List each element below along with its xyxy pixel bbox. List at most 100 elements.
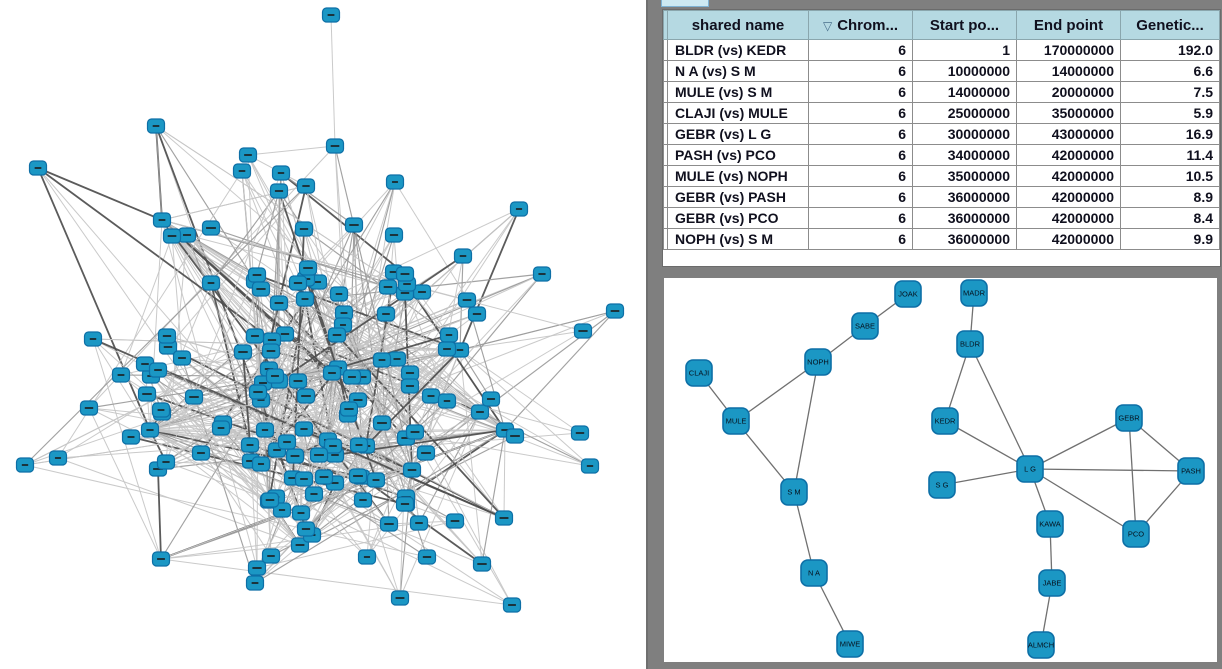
table-cell[interactable]: BLDR (vs) KEDR [667,39,809,61]
network-node[interactable] [402,462,422,478]
network-node[interactable] [83,331,103,347]
network-node[interactable] [247,560,267,576]
table-cell[interactable]: 6 [808,123,913,145]
table-cell[interactable]: 42000000 [1016,228,1121,250]
table-cell[interactable]: 36000000 [912,207,1017,229]
network-node[interactable] [48,450,68,466]
main-network-canvas[interactable] [0,0,646,669]
panel-tab[interactable] [661,0,709,7]
network-node[interactable] [412,284,432,300]
node-PASH[interactable]: PASH [1177,457,1205,485]
table-cell[interactable]: 6 [808,228,913,250]
network-node[interactable] [111,367,131,383]
network-node[interactable] [294,471,314,487]
network-node[interactable] [251,281,271,297]
node-KEDR[interactable]: KEDR [931,407,959,435]
node-CLAJI[interactable]: CLAJI [685,359,713,387]
network-node[interactable] [481,391,501,407]
network-node[interactable] [357,549,377,565]
table-cell[interactable]: 10.5 [1120,165,1220,187]
table-cell[interactable]: 10000000 [912,60,1017,82]
network-node[interactable] [285,448,305,464]
network-node[interactable] [494,510,514,526]
network-node[interactable] [323,438,343,454]
network-node[interactable] [467,306,487,322]
network-node[interactable] [152,212,172,228]
network-node[interactable] [247,267,267,283]
table-cell[interactable]: 43000000 [1016,123,1121,145]
table-cell[interactable]: GEBR (vs) L G [667,123,809,145]
node-NOPH[interactable]: NOPH [804,348,832,376]
table-cell[interactable]: 14000000 [912,81,1017,103]
network-node[interactable] [470,404,490,420]
table-cell[interactable]: 42000000 [1016,207,1121,229]
network-node[interactable] [296,521,316,537]
node-SABE[interactable]: SABE [851,312,879,340]
network-node[interactable] [453,248,473,264]
network-node[interactable] [296,178,316,194]
node-GEBR[interactable]: GEBR [1115,404,1143,432]
network-node[interactable] [79,400,99,416]
table-cell[interactable]: 192.0 [1120,39,1220,61]
table-cell[interactable]: 9.9 [1120,228,1220,250]
network-node[interactable] [437,341,457,357]
table-row[interactable]: GEBR (vs) PCO 6 36000000 42000000 8.4 [663,207,1220,229]
network-node[interactable] [151,402,171,418]
network-node[interactable] [184,389,204,405]
network-node[interactable] [238,147,258,163]
network-node[interactable] [255,422,275,438]
table-row[interactable]: NOPH (vs) S M 6 36000000 42000000 9.9 [663,228,1220,250]
table-cell[interactable]: 170000000 [1016,39,1121,61]
network-node[interactable] [232,163,252,179]
table-cell[interactable]: GEBR (vs) PASH [667,186,809,208]
node-JOAK[interactable]: JOAK [894,280,922,308]
table-cell[interactable]: 14000000 [1016,60,1121,82]
node-MIWE[interactable]: MIWE [836,630,864,658]
table-row[interactable]: N A (vs) S M 6 10000000 14000000 6.6 [663,60,1220,82]
table-cell[interactable]: 1 [912,39,1017,61]
column-header-chromosome[interactable]: ▽ Chrom... [808,10,913,40]
network-node[interactable] [295,291,315,307]
table-cell[interactable]: 20000000 [1016,81,1121,103]
network-node[interactable] [277,434,297,450]
table-cell[interactable]: 6 [808,207,913,229]
network-node[interactable] [290,537,310,553]
detail-network-canvas[interactable]: JOAK MADR SABE NOPH CLAJI MULE BLDR KEDR GEBR L G… [664,278,1217,662]
network-node[interactable] [605,303,625,319]
network-node[interactable] [172,350,192,366]
column-header-start-point[interactable]: Start po... [912,10,1017,40]
node-MULE[interactable]: MULE [722,407,750,435]
table-cell[interactable]: 6 [808,144,913,166]
table-cell[interactable]: 42000000 [1016,144,1121,166]
network-node[interactable] [28,160,48,176]
table-cell[interactable]: 36000000 [912,228,1017,250]
network-node[interactable] [271,165,291,181]
node-S-M[interactable]: S M [780,478,808,506]
network-node[interactable] [148,362,168,378]
network-node[interactable] [416,445,436,461]
network-node[interactable] [240,437,260,453]
node-MADR[interactable]: MADR [960,279,988,307]
network-node[interactable] [349,437,369,453]
network-node[interactable] [472,556,492,572]
network-node[interactable] [573,323,593,339]
network-node[interactable] [445,513,465,529]
network-node[interactable] [201,220,221,236]
table-cell[interactable]: 35000000 [1016,102,1121,124]
network-node[interactable] [157,328,177,344]
table-cell[interactable]: CLAJI (vs) MULE [667,102,809,124]
network-node[interactable] [325,138,345,154]
table-cell[interactable]: 16.9 [1120,123,1220,145]
network-node[interactable] [265,368,285,384]
network-node[interactable] [233,344,253,360]
table-row[interactable]: GEBR (vs) PASH 6 36000000 42000000 8.9 [663,186,1220,208]
network-node[interactable] [291,505,311,521]
node-PCO[interactable]: PCO [1122,520,1150,548]
table-cell[interactable]: 42000000 [1016,186,1121,208]
network-node[interactable] [294,421,314,437]
table-cell[interactable]: 35000000 [912,165,1017,187]
table-row[interactable]: BLDR (vs) KEDR 6 1 170000000 192.0 [663,39,1220,61]
network-node[interactable] [137,386,157,402]
network-node[interactable] [379,516,399,532]
table-cell[interactable]: 6 [808,39,913,61]
